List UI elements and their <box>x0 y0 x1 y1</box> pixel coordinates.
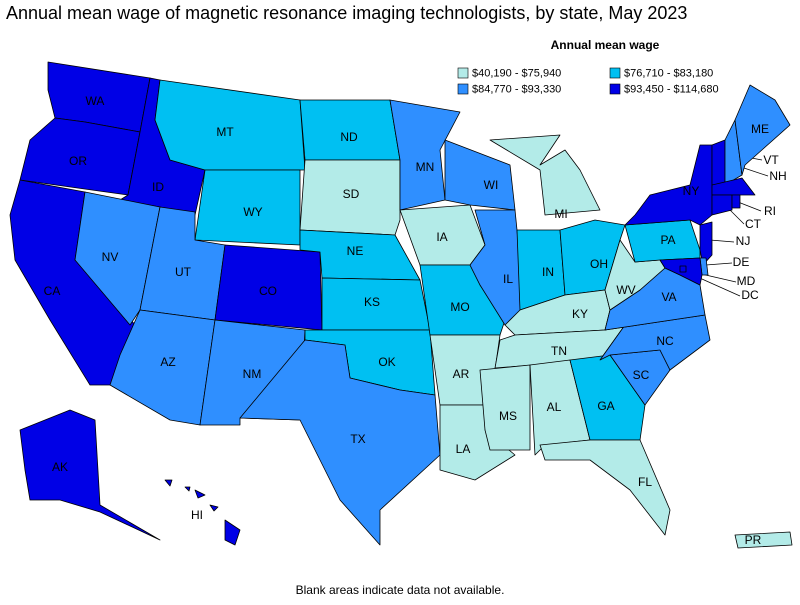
state-label: AR <box>453 367 470 381</box>
state-shape <box>734 84 791 176</box>
state-label: NJ <box>736 234 751 248</box>
legend: $40,190 - $75,940 $76,710 - $83,180 $84,77… <box>457 67 719 95</box>
state-shape <box>194 489 206 499</box>
state-label: NY <box>683 184 700 198</box>
state-shape <box>209 504 219 512</box>
state-label: OK <box>378 355 395 369</box>
state-label: IN <box>542 265 554 279</box>
state-label: AK <box>52 460 68 474</box>
state-shape <box>711 177 756 196</box>
state-label: CO <box>259 284 277 298</box>
title: Annual mean wage of magnetic resonance i… <box>6 3 687 23</box>
state-label: PA <box>660 233 675 247</box>
state-label: WI <box>484 178 499 192</box>
state-label: TX <box>350 432 365 446</box>
state-label: IA <box>436 230 447 244</box>
state-label: GA <box>597 399 614 413</box>
state-shape <box>734 531 793 549</box>
state-label: MD <box>737 274 756 288</box>
state-shape <box>224 519 241 546</box>
state-shape <box>479 364 531 451</box>
state-shape <box>239 339 441 546</box>
state-label: MI <box>554 207 567 221</box>
state-label: OH <box>590 257 608 271</box>
state-label: NM <box>243 367 262 381</box>
state-shape <box>489 134 601 216</box>
state-label: KS <box>364 295 380 309</box>
state-shape <box>711 139 726 186</box>
state-label: MN <box>416 160 435 174</box>
state-label: DE <box>733 255 750 269</box>
legend-swatch <box>457 83 469 95</box>
state-label: NC <box>656 334 674 348</box>
state-label: SC <box>633 368 650 382</box>
state-label: NV <box>102 250 119 264</box>
state-label: CA <box>44 284 61 298</box>
state-label: TN <box>551 344 567 358</box>
legend-title: Annual mean wage <box>551 38 660 52</box>
state-label: SD <box>343 187 360 201</box>
state-shape <box>19 409 161 541</box>
state-shape <box>164 479 173 487</box>
state-label: AZ <box>160 355 175 369</box>
states <box>9 61 793 549</box>
state-shape <box>711 194 733 216</box>
state-shape <box>74 191 161 326</box>
state-shape <box>184 486 191 492</box>
state-shape <box>539 439 671 536</box>
footnote: Blank areas indicate data not available. <box>296 583 505 597</box>
state-label: NH <box>769 169 786 183</box>
legend-swatch <box>609 67 621 79</box>
state-label: MT <box>216 125 234 139</box>
state-label: DC <box>741 288 759 302</box>
state-shape <box>731 194 741 209</box>
legend-label: $84,770 - $93,330 <box>472 83 561 95</box>
state-label: CT <box>745 217 762 231</box>
legend-swatch <box>457 67 469 79</box>
state-label: OR <box>69 154 87 168</box>
state-label: ID <box>152 180 164 194</box>
state-shape <box>444 139 516 211</box>
state-label: UT <box>175 265 192 279</box>
state-shape <box>299 159 401 236</box>
state-label: KY <box>572 307 588 321</box>
state-label: PR <box>745 533 762 547</box>
state-label: ND <box>340 130 358 144</box>
state-label: WV <box>616 283 635 297</box>
state-label: MS <box>499 409 517 423</box>
state-label: AL <box>547 400 562 414</box>
state-label: NE <box>347 244 364 258</box>
state-label: MO <box>450 300 469 314</box>
state-label: RI <box>764 204 776 218</box>
state-label: FL <box>638 475 652 489</box>
state-shape <box>679 265 687 273</box>
state-shape <box>699 221 713 266</box>
legend-label: $93,450 - $114,680 <box>624 83 719 95</box>
state-label: VT <box>763 153 779 167</box>
state-label: WA <box>86 94 105 108</box>
legend-swatch <box>609 83 621 95</box>
state-labels: WA OR ID CA NV MT WY UT AZ CO NM ND SD NE KS OK TX MN IA MO… <box>44 94 787 547</box>
state-shape <box>599 314 711 371</box>
state-label: LA <box>456 442 471 456</box>
state-label: IL <box>503 272 513 286</box>
state-label: VA <box>661 290 676 304</box>
state-label: HI <box>191 508 203 522</box>
state-label: ME <box>751 122 769 136</box>
state-label: WY <box>243 205 262 219</box>
legend-label: $76,710 - $83,180 <box>624 67 713 79</box>
legend-label: $40,190 - $75,940 <box>472 67 561 79</box>
